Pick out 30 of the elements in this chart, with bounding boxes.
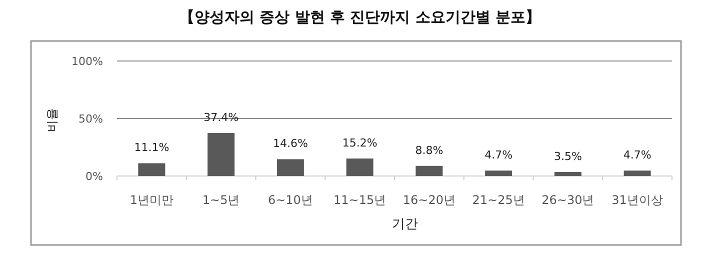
bar <box>485 170 512 176</box>
bar <box>276 159 304 176</box>
bar <box>138 163 166 176</box>
data-label: 11.1% <box>134 141 170 154</box>
bar <box>208 132 235 176</box>
y-axis-title: 비율 <box>45 108 59 132</box>
data-label: 37.4% <box>204 110 239 124</box>
data-label: 3.5% <box>554 150 582 163</box>
x-tick-label: 31년이상 <box>612 193 663 207</box>
data-label: 8.8% <box>415 144 444 157</box>
x-tick-label: 26~30년 <box>542 193 594 207</box>
x-tick-label: 1~5년 <box>202 193 240 207</box>
y-tick-label: 50% <box>78 112 103 126</box>
x-axis-title: 기간 <box>392 217 418 232</box>
bar <box>554 172 582 176</box>
data-label: 14.6% <box>272 137 308 150</box>
data-label: 4.7% <box>484 148 513 162</box>
x-tick-label: 11~15년 <box>334 193 386 207</box>
x-tick-label: 21~25년 <box>472 193 525 207</box>
bar <box>416 166 443 176</box>
y-tick-label: 100% <box>72 55 103 68</box>
bar <box>624 170 651 176</box>
chart-title: 【양성자의 증상 발현 후 진단까지 소요기간별 분포】 <box>179 8 541 26</box>
y-tick-label: 0% <box>86 170 103 183</box>
x-tick-label: 6~10년 <box>268 193 313 207</box>
bar <box>346 158 374 176</box>
data-label: 15.2% <box>342 136 378 150</box>
x-tick-label: 16~20년 <box>402 193 456 207</box>
x-tick-label: 1년미만 <box>130 193 174 207</box>
data-label: 4.7% <box>623 148 652 162</box>
